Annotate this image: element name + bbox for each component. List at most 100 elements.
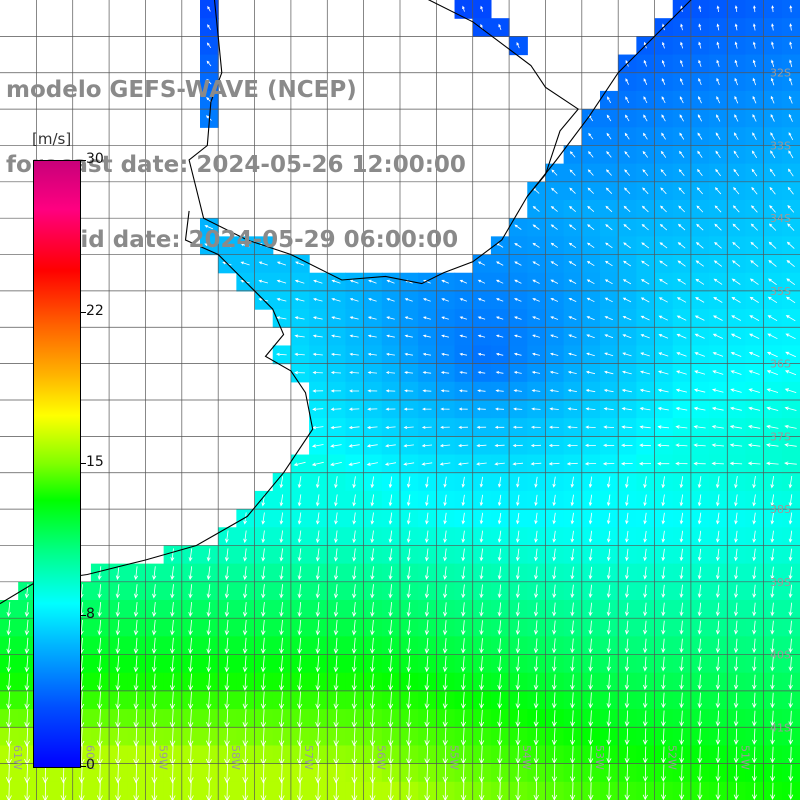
wind-vector-arrow — [133, 780, 140, 800]
wind-vector-arrow — [587, 224, 595, 231]
wind-vector-arrow — [533, 745, 539, 765]
wind-vector-arrow — [532, 352, 540, 356]
wind-vector-arrow — [788, 113, 793, 122]
wind-vector-arrow — [606, 530, 611, 543]
wind-vector-arrow — [676, 333, 687, 339]
wind-vector-arrow — [170, 619, 175, 636]
wind-vector-arrow — [625, 530, 629, 543]
wind-vector-arrow — [476, 407, 486, 411]
wind-vector-arrow — [784, 370, 797, 376]
wind-vector-arrow — [260, 727, 267, 747]
wind-vector-arrow — [552, 638, 557, 654]
wind-vector-arrow — [222, 243, 232, 248]
wind-vector-arrow — [640, 315, 650, 321]
wind-vector-arrow — [369, 673, 375, 691]
wind-vector-arrow — [734, 23, 738, 31]
wind-vector-arrow — [733, 710, 739, 727]
latitude-label: 37S — [770, 430, 791, 443]
wind-vector-arrow — [606, 150, 612, 158]
wind-vector-arrow — [333, 673, 339, 691]
wind-vector-arrow — [260, 744, 267, 766]
wind-vector-arrow — [442, 620, 448, 636]
wind-vector-arrow — [439, 462, 451, 466]
wind-vector-arrow — [715, 584, 720, 599]
wind-vector-arrow — [695, 297, 705, 303]
wind-vector-arrow — [133, 744, 140, 766]
wind-vector-arrow — [497, 692, 503, 709]
wind-vector-arrow — [97, 584, 102, 599]
wind-vector-arrow — [552, 620, 557, 635]
wind-vector-arrow — [621, 370, 632, 375]
wind-vector-arrow — [625, 566, 629, 580]
wind-vector-arrow — [679, 566, 684, 580]
wind-vector-arrow — [349, 298, 359, 302]
wind-vector-arrow — [643, 96, 648, 104]
wind-vector-arrow — [224, 602, 230, 618]
wind-vector-arrow — [748, 388, 760, 393]
wind-vector-arrow — [643, 494, 647, 507]
colorbar-tick-mark — [80, 311, 86, 313]
wind-vector-arrow — [622, 316, 632, 321]
wind-vector-arrow — [752, 602, 757, 617]
wind-vector-arrow — [514, 261, 522, 266]
wind-vector-arrow — [716, 41, 720, 49]
wind-vector-arrow — [151, 691, 157, 710]
wind-vector-arrow — [424, 655, 430, 673]
wind-vector-arrow — [315, 476, 320, 489]
wind-vector-arrow — [533, 728, 539, 746]
wind-vector-arrow — [133, 619, 139, 636]
wind-vector-arrow — [570, 548, 575, 562]
wind-vector-arrow — [369, 780, 376, 800]
wind-vector-arrow — [770, 77, 775, 86]
wind-vector-arrow — [386, 316, 395, 320]
wind-vector-arrow — [352, 530, 357, 544]
wind-vector-arrow — [713, 297, 723, 303]
wind-vector-arrow — [479, 620, 484, 636]
wind-vector-arrow — [440, 371, 450, 374]
wind-vector-arrow — [513, 389, 522, 393]
wind-vector-arrow — [752, 23, 756, 31]
wind-vector-arrow — [533, 638, 539, 654]
wind-vector-arrow — [587, 205, 595, 213]
wind-vector-arrow — [6, 655, 12, 673]
wind-vector-arrow — [115, 566, 120, 581]
wind-vector-arrow — [494, 444, 505, 448]
wind-vector-arrow — [788, 638, 793, 654]
wind-vector-arrow — [477, 316, 486, 320]
wind-vector-arrow — [677, 278, 686, 285]
wind-vector-arrow — [570, 584, 575, 599]
wind-vector-arrow — [479, 602, 484, 617]
wind-vector-arrow — [658, 297, 668, 303]
wind-vector-arrow — [752, 512, 756, 525]
wind-vector-arrow — [695, 241, 704, 249]
wind-vector-arrow — [679, 764, 685, 782]
wind-vector-arrow — [767, 296, 778, 304]
wind-vector-arrow — [333, 655, 339, 673]
wind-vector-arrow — [311, 444, 324, 448]
wind-vector-arrow — [169, 780, 176, 800]
wind-vector-arrow — [640, 297, 650, 303]
wind-vector-arrow — [642, 674, 648, 691]
wind-vector-arrow — [679, 602, 684, 617]
wind-vector-arrow — [675, 406, 688, 411]
wind-vector-arrow — [733, 728, 739, 746]
wind-vector-arrow — [698, 5, 702, 12]
wind-vector-arrow — [279, 566, 284, 581]
wind-vector-arrow — [679, 674, 684, 690]
wind-vector-arrow — [606, 620, 611, 635]
wind-vector-arrow — [459, 371, 468, 374]
wind-vector-arrow — [78, 780, 85, 800]
wind-vector-arrow — [312, 334, 323, 338]
wind-vector-arrow — [439, 444, 451, 448]
wind-vector-arrow — [716, 114, 721, 122]
wind-vector-arrow — [661, 692, 666, 709]
wind-vector-arrow — [550, 298, 559, 302]
wind-vector-arrow — [425, 476, 429, 488]
wind-vector-arrow — [315, 566, 320, 581]
wind-vector-arrow — [206, 566, 211, 581]
wind-vector-arrow — [716, 59, 720, 67]
wind-vector-arrow — [734, 602, 739, 617]
wind-vector-arrow — [660, 187, 667, 195]
wind-vector-arrow — [734, 494, 738, 507]
wind-vector-arrow — [570, 692, 575, 709]
